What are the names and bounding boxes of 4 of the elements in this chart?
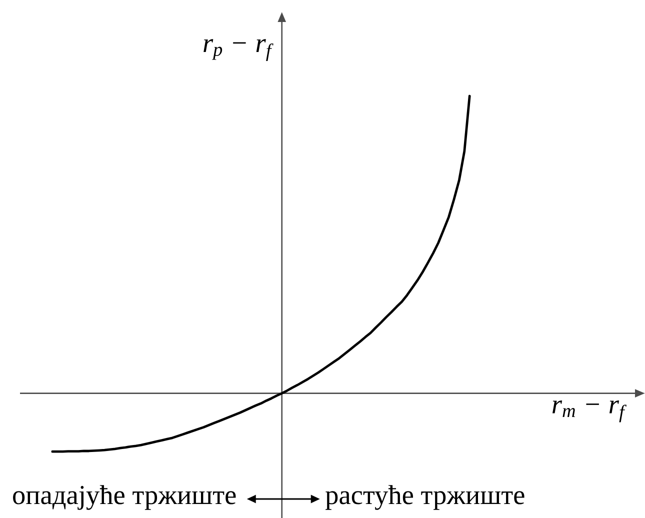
y-axis-title: r$_{p}$ − r$_{f}$: [204, 39, 274, 61]
text: растуће тржиште: [326, 485, 524, 510]
x-axis-title: r$_{m}$ − r$_{f}$: [552, 400, 627, 422]
text: опадајуће тржиште: [13, 485, 236, 510]
